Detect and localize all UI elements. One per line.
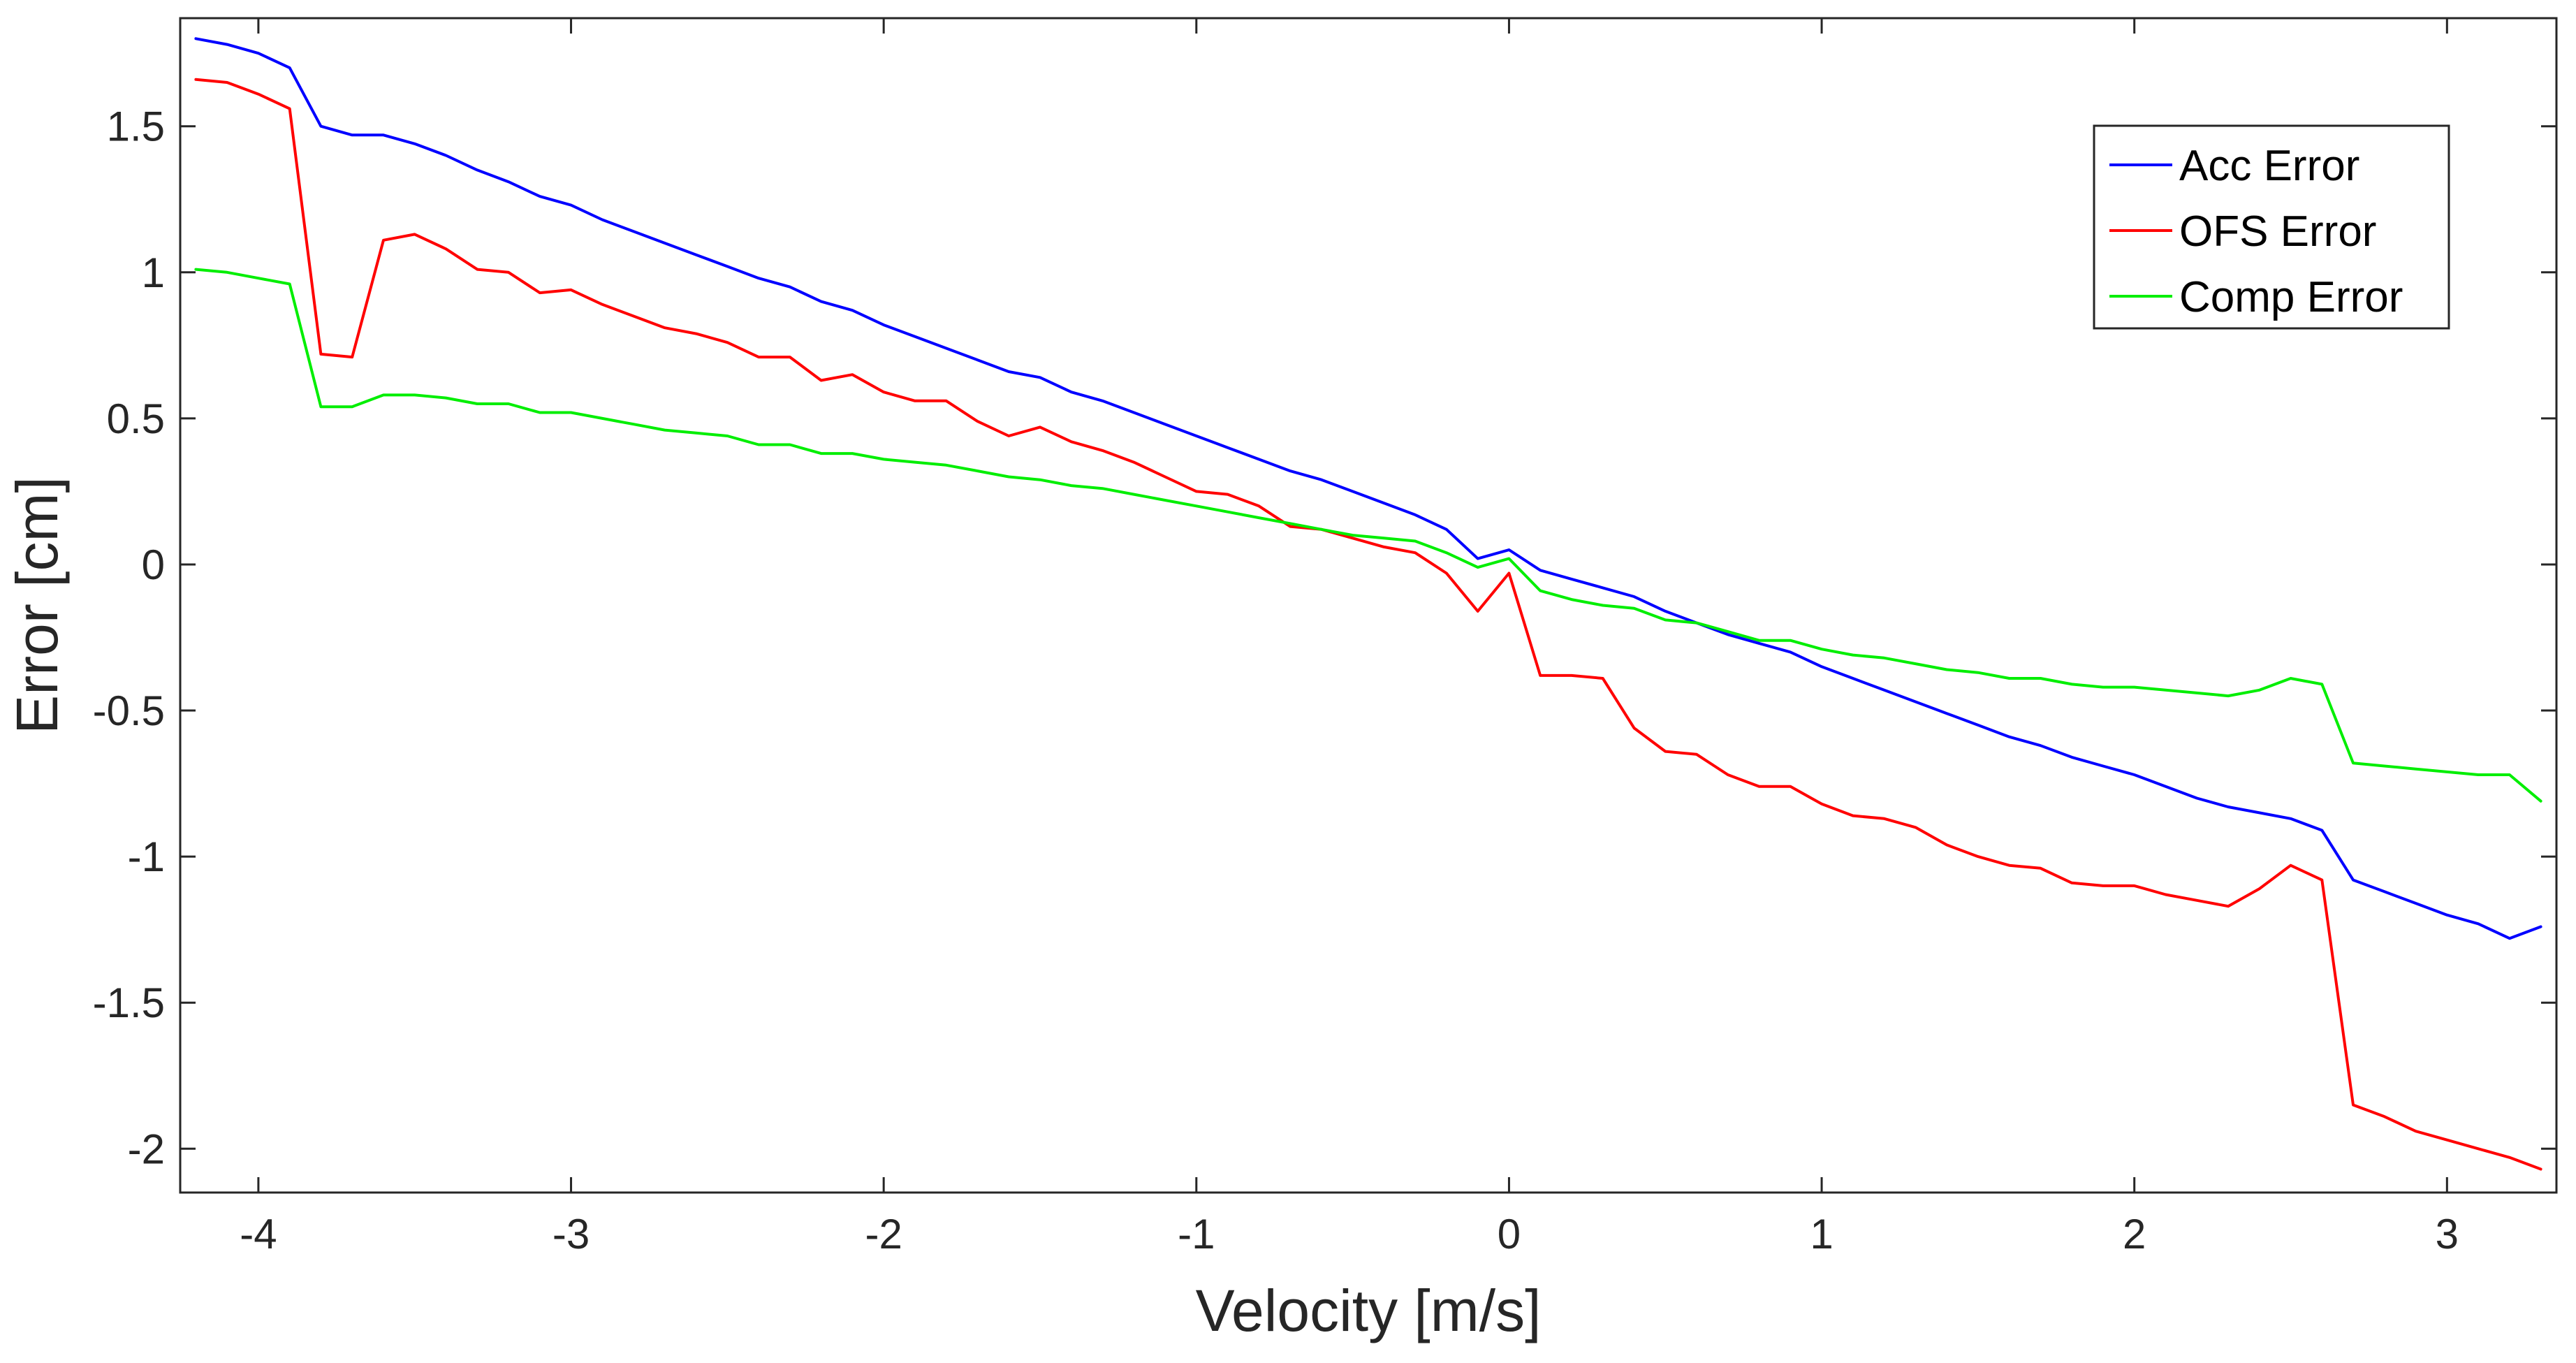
x-tick-label: -1 [1178,1211,1215,1258]
series-line-acc-error [194,37,2542,940]
x-tick-label: -3 [552,1211,590,1258]
y-tick-label: 1.5 [107,103,165,150]
x-tick-label: 1 [1810,1211,1833,1258]
y-tick-label: -0.5 [93,687,165,734]
y-tick-label: -1.5 [93,979,165,1026]
legend: Acc Error OFS Error Comp Error [2093,124,2450,330]
y-tick-label: 1 [142,249,165,296]
series-lines [194,37,2542,1171]
legend-label: Comp Error [2179,273,2403,321]
x-tick-label: -4 [240,1211,277,1258]
y-tick-label: 0.5 [107,395,165,442]
y-axis-ticks: -2 -1.5 -1 -0.5 0 0.5 1 1.5 [93,103,2556,1172]
y-tick-label: 0 [142,541,165,588]
series-line-comp-error [194,268,2542,803]
y-tick-label: -1 [128,833,165,880]
x-axis-title: Velocity [m/s] [1196,1278,1542,1343]
legend-box [2093,124,2450,330]
y-tick-label: -2 [128,1125,165,1172]
x-tick-label: 2 [2123,1211,2146,1258]
x-tick-label: 3 [2436,1211,2459,1258]
x-tick-label: 0 [1498,1211,1521,1258]
x-axis-ticks: -4 -3 -2 -1 0 1 2 3 [240,18,2459,1258]
legend-items: Acc Error OFS Error Comp Error [2109,142,2403,321]
y-axis-title: Error [cm] [4,476,70,734]
series-line-ofs-error [194,78,2542,1171]
legend-label: OFS Error [2179,207,2376,256]
plot-frame [179,17,2558,1194]
legend-label: Acc Error [2179,142,2359,190]
x-tick-label: -2 [865,1211,902,1258]
